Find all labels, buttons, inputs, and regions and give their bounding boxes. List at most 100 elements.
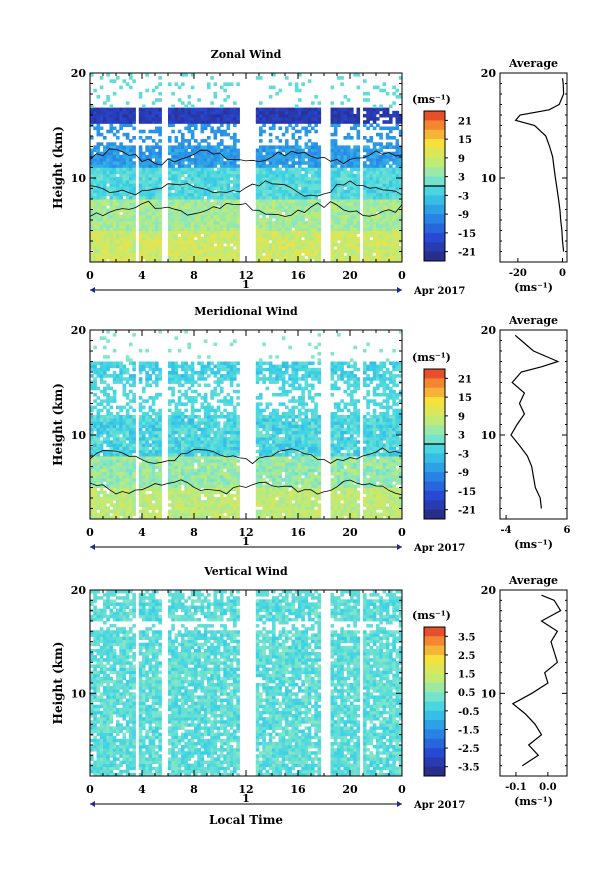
heatmap-cell xyxy=(129,405,133,410)
heatmap-cell xyxy=(158,230,162,234)
heatmap-cell xyxy=(207,224,211,228)
heatmap-cell xyxy=(116,195,120,200)
heatmap-cell xyxy=(116,380,120,384)
heatmap-cell xyxy=(109,478,114,482)
heatmap-cell xyxy=(132,493,136,498)
heatmap-cells xyxy=(90,73,403,263)
heatmap-cell xyxy=(294,139,299,143)
heatmap-cell xyxy=(148,199,153,203)
heatmap-cell xyxy=(96,506,101,510)
heatmap-cell xyxy=(119,380,123,384)
heatmap-cell xyxy=(233,243,237,247)
heatmap-cell xyxy=(99,205,104,209)
heatmap-cell xyxy=(275,120,279,124)
heatmap-cell xyxy=(236,164,240,168)
heatmap-cell xyxy=(138,440,143,444)
heatmap-cell xyxy=(330,255,335,260)
heatmap-cell xyxy=(356,208,361,212)
heatmap-cell xyxy=(265,208,270,212)
heatmap-cell xyxy=(93,208,97,212)
heatmap-cell xyxy=(291,249,296,253)
heatmap-cell xyxy=(184,255,188,260)
heatmap-cell xyxy=(177,408,182,413)
heatmap-cell xyxy=(96,433,101,438)
heatmap-cell xyxy=(392,214,396,219)
heatmap-cell xyxy=(278,195,283,200)
heatmap-cell xyxy=(106,339,110,343)
heatmap-cell xyxy=(298,161,302,165)
heatmap-cell xyxy=(223,164,227,168)
heatmap-cell xyxy=(220,173,224,178)
heatmap-cell xyxy=(138,418,143,422)
heatmap-cell xyxy=(278,211,283,216)
heatmap-cell xyxy=(197,255,201,260)
heatmap-cell xyxy=(333,224,338,228)
heatmap-cell xyxy=(171,151,175,156)
heatmap-cell xyxy=(356,170,361,175)
heatmap-cell xyxy=(223,246,227,250)
heatmap-cell xyxy=(226,233,231,238)
heatmap-cell xyxy=(109,148,114,153)
heatmap-cell xyxy=(171,440,175,444)
heatmap-cell xyxy=(112,230,117,234)
heatmap-cell xyxy=(96,173,101,178)
heatmap-cell xyxy=(158,199,162,203)
heatmap-cell xyxy=(216,243,221,247)
heatmap-cell xyxy=(220,132,224,137)
heatmap-cell xyxy=(129,506,133,510)
heatmap-cell xyxy=(181,478,185,482)
heatmap-cell xyxy=(398,170,403,175)
heatmap-cell xyxy=(151,421,156,425)
heatmap-cell xyxy=(259,151,263,156)
heatmap-cell xyxy=(346,240,351,244)
heatmap-cell xyxy=(181,493,185,498)
heatmap-cell xyxy=(155,490,159,495)
heatmap-cell xyxy=(203,192,208,197)
heatmap-cell xyxy=(382,255,387,260)
heatmap-cell xyxy=(177,230,182,234)
heatmap-cell xyxy=(255,233,260,238)
heatmap-cell xyxy=(132,377,136,381)
heatmap-cell xyxy=(112,430,117,435)
heatmap-cell xyxy=(187,246,192,250)
heatmap-cell xyxy=(151,211,156,216)
heatmap-cell xyxy=(255,202,260,206)
heatmap-cell xyxy=(145,399,149,403)
heatmap-cell xyxy=(138,456,143,460)
heatmap-cell xyxy=(109,224,114,228)
heatmap-cell xyxy=(278,88,283,93)
heatmap-cell xyxy=(122,227,127,231)
heatmap-cell xyxy=(278,117,283,121)
heatmap-cell xyxy=(129,221,133,225)
heatmap-cell xyxy=(294,195,299,200)
heatmap-cell xyxy=(369,107,374,112)
heatmap-cell xyxy=(138,258,143,263)
heatmap-cell xyxy=(346,255,351,260)
heatmap-cell xyxy=(314,158,318,162)
heatmap-cell xyxy=(174,120,179,124)
heatmap-cell xyxy=(112,418,117,422)
heatmap-cell xyxy=(272,186,276,190)
heatmap-cell xyxy=(90,255,94,260)
heatmap-cell xyxy=(125,490,130,495)
heatmap-cell xyxy=(132,120,136,124)
heatmap-cell xyxy=(363,107,367,112)
heatmap-cell xyxy=(129,252,133,257)
heatmap-cell xyxy=(301,110,305,115)
heatmap-cell xyxy=(109,396,114,400)
heatmap-cell xyxy=(294,202,299,206)
heatmap-cell xyxy=(155,364,159,369)
heatmap-cell xyxy=(272,126,276,131)
heatmap-cell xyxy=(145,452,149,457)
heatmap-cell xyxy=(168,107,172,112)
heatmap-cell xyxy=(93,183,97,187)
heatmap-cell xyxy=(220,236,224,241)
heatmap-cell xyxy=(142,180,146,184)
heatmap-cell xyxy=(145,456,149,460)
heatmap-cell xyxy=(337,117,341,121)
heatmap-cell xyxy=(132,136,136,140)
heatmap-cell xyxy=(363,208,367,212)
heatmap-cell xyxy=(177,217,182,222)
heatmap-cell xyxy=(184,208,188,212)
heatmap-cell xyxy=(109,230,114,234)
